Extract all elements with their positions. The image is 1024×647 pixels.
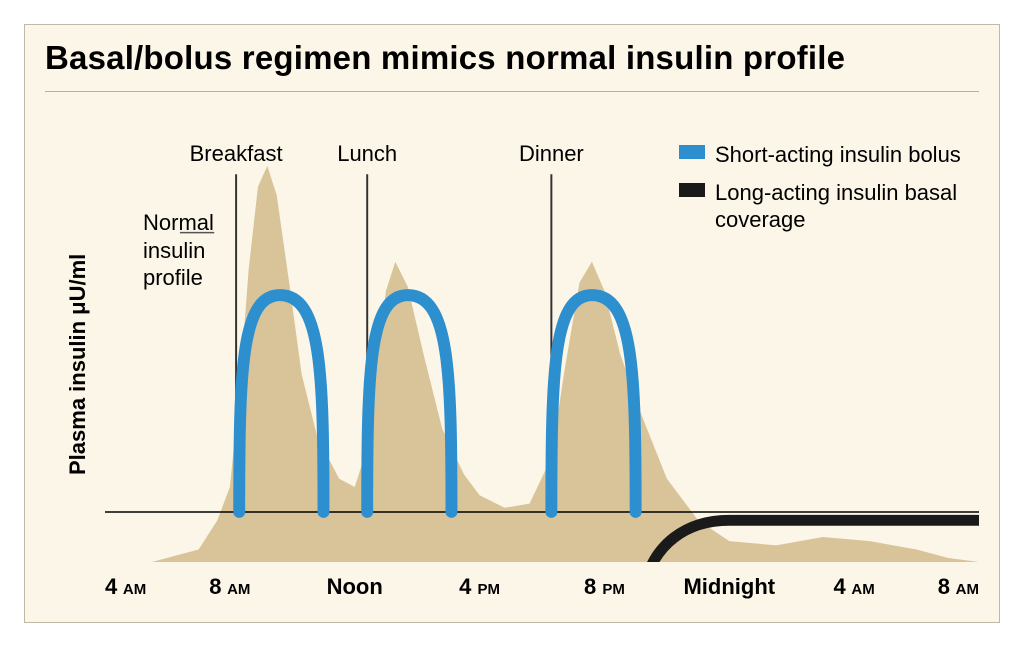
- x-tick-label: Noon: [327, 574, 383, 600]
- chart-title: Basal/bolus regimen mimics normal insuli…: [45, 39, 845, 77]
- x-tick-label: 4 PM: [459, 574, 500, 600]
- y-axis-label: Plasma insulin μU/ml: [65, 254, 91, 475]
- x-tick-label: 8 AM: [938, 574, 979, 600]
- title-rule: [45, 91, 979, 92]
- chart-area: [105, 145, 979, 562]
- chart-panel: Basal/bolus regimen mimics normal insuli…: [24, 24, 1000, 623]
- x-tick-label: 8 AM: [209, 574, 250, 600]
- chart-svg: [105, 145, 979, 562]
- x-tick-label: 4 AM: [105, 574, 146, 600]
- x-tick-label: 4 AM: [834, 574, 875, 600]
- x-axis-labels: 4 AM 8 AM Noon 4 PM 8 PM Midnight 4 AM 8 AM: [105, 574, 979, 604]
- x-tick-label: 8 PM: [584, 574, 625, 600]
- x-tick-label: Midnight: [683, 574, 775, 600]
